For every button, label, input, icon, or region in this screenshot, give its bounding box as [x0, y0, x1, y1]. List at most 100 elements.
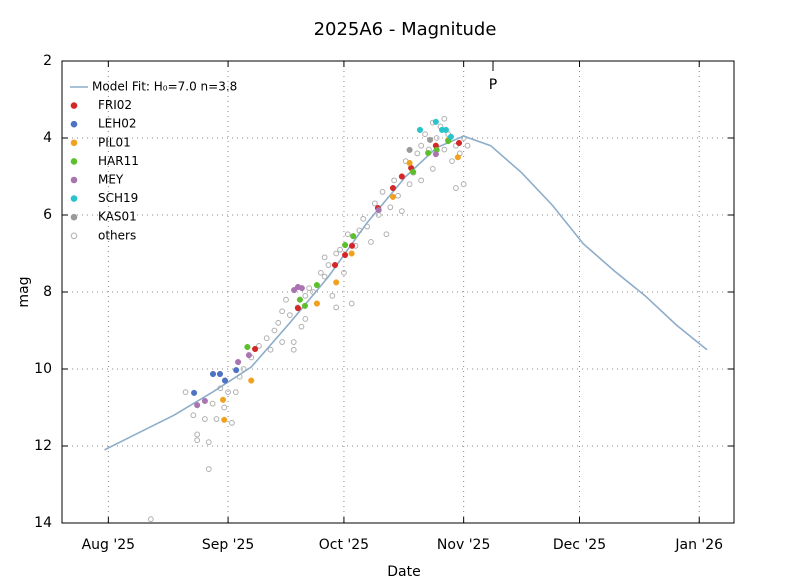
point	[371, 200, 378, 207]
point	[454, 154, 461, 161]
point	[302, 316, 309, 322]
y-tick-label: 6	[43, 207, 52, 223]
model-line	[104, 135, 708, 451]
point	[331, 262, 339, 269]
point	[375, 206, 382, 214]
point	[271, 327, 278, 334]
point	[427, 136, 434, 143]
point	[205, 439, 212, 446]
x-tick-label: Dec '25	[553, 537, 606, 553]
x-tick-label: Aug '25	[82, 537, 135, 553]
point	[445, 138, 452, 145]
point	[221, 416, 228, 423]
legend-label: MEY	[98, 173, 124, 187]
point	[290, 346, 297, 353]
point	[406, 146, 413, 153]
y-tick-label: 8	[43, 284, 52, 300]
legend-label: FRI02	[98, 98, 132, 112]
point	[298, 323, 305, 330]
y-axis-label: mag	[16, 276, 32, 307]
legend-swatch	[70, 176, 78, 184]
point	[194, 402, 201, 409]
point	[414, 150, 421, 157]
point	[416, 126, 424, 133]
x-tick-label: Oct '25	[319, 537, 369, 553]
point	[418, 142, 425, 149]
point	[213, 416, 220, 422]
legend-label: PIL01	[98, 135, 131, 149]
point	[229, 420, 235, 426]
x-tick-label: Nov '25	[437, 537, 490, 553]
point	[348, 300, 355, 307]
point	[290, 339, 297, 345]
point	[244, 344, 251, 351]
point	[433, 135, 440, 141]
legend-swatch	[70, 139, 78, 147]
point	[209, 370, 217, 378]
legend-label: SCH19	[98, 191, 138, 205]
point	[216, 370, 224, 378]
y-tick-label: 12	[34, 438, 52, 454]
point	[398, 208, 405, 215]
point	[360, 215, 367, 222]
legend-swatch	[70, 102, 78, 109]
y-tick-label: 2	[43, 53, 52, 69]
point	[422, 131, 428, 138]
point	[383, 231, 390, 238]
y-tick-label: 4	[43, 130, 52, 146]
point	[460, 181, 467, 188]
point	[182, 389, 189, 396]
point	[298, 285, 305, 292]
point	[441, 115, 448, 122]
point	[283, 296, 289, 303]
point	[389, 185, 397, 192]
point	[219, 396, 227, 403]
point	[194, 431, 201, 438]
point	[294, 305, 302, 312]
point	[391, 177, 398, 184]
point	[313, 300, 320, 307]
point	[389, 193, 397, 200]
point	[455, 139, 463, 147]
point	[418, 177, 425, 184]
legend-label: others	[98, 228, 136, 242]
point	[395, 192, 401, 199]
point	[350, 233, 357, 240]
point	[194, 437, 201, 444]
point	[191, 389, 198, 396]
point	[368, 239, 374, 245]
point	[306, 285, 313, 292]
point	[235, 359, 242, 366]
legend-label: Model Fit: H₀=7.0 n=3.8	[92, 80, 237, 94]
point	[286, 312, 293, 319]
point	[379, 189, 386, 195]
point	[348, 250, 355, 257]
y-tick-label: 14	[34, 515, 52, 531]
point	[453, 185, 459, 191]
point	[233, 367, 240, 374]
y-tick-label: 10	[34, 361, 52, 377]
point	[256, 343, 262, 349]
point	[342, 251, 349, 259]
point	[279, 339, 286, 345]
point	[275, 319, 282, 326]
point	[337, 246, 343, 253]
legend-swatch	[70, 232, 78, 240]
legend-label: HAR11	[98, 154, 139, 168]
point	[302, 292, 309, 299]
legend-swatch	[70, 213, 78, 221]
point	[221, 404, 228, 411]
point	[449, 158, 455, 165]
legend-swatch	[70, 120, 78, 128]
point	[279, 308, 286, 315]
point	[232, 389, 239, 396]
point	[221, 377, 229, 384]
point	[348, 242, 356, 249]
point	[209, 400, 216, 407]
x-tick-label: Jan '26	[674, 537, 723, 553]
point	[333, 304, 340, 311]
point	[432, 151, 439, 158]
point	[387, 204, 394, 211]
point	[201, 397, 208, 405]
